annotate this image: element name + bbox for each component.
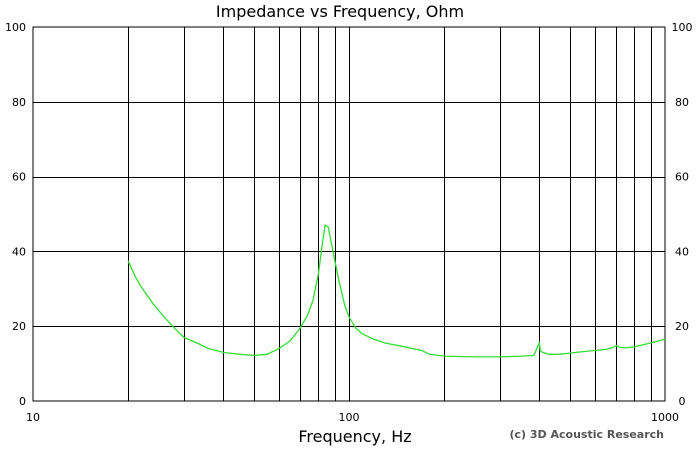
y-tick-label-right: 100 [672,21,693,34]
plot-frame [32,26,666,402]
chart-title: Impedance vs Frequency, Ohm [216,2,464,21]
y-tick-label: 80 [12,96,26,109]
y-tick-label: 0 [19,395,26,408]
y-tick-label: 100 [5,21,26,34]
x-tick-label: 100 [339,411,360,424]
x-tick-label: 1000 [651,411,679,424]
tick-labels: 0 0 20 20 40 40 60 60 80 80 100 100 10 100 1000 [5,21,693,424]
y-tick-label-right: 60 [675,171,689,184]
y-tick-label-right: 80 [675,96,689,109]
y-tick-label-right: 20 [675,320,689,333]
y-tick-label: 20 [12,320,26,333]
grid-lines [33,27,665,401]
x-axis-title: Frequency, Hz [298,427,411,446]
y-tick-label-right: 0 [679,395,686,408]
y-tick-label: 40 [12,245,26,258]
impedance-curve [127,224,666,358]
copyright-credit: (c) 3D Acoustic Research [509,428,664,441]
x-tick-label: 10 [26,411,40,424]
y-tick-label: 60 [12,171,26,184]
y-tick-label-right: 40 [675,245,689,258]
